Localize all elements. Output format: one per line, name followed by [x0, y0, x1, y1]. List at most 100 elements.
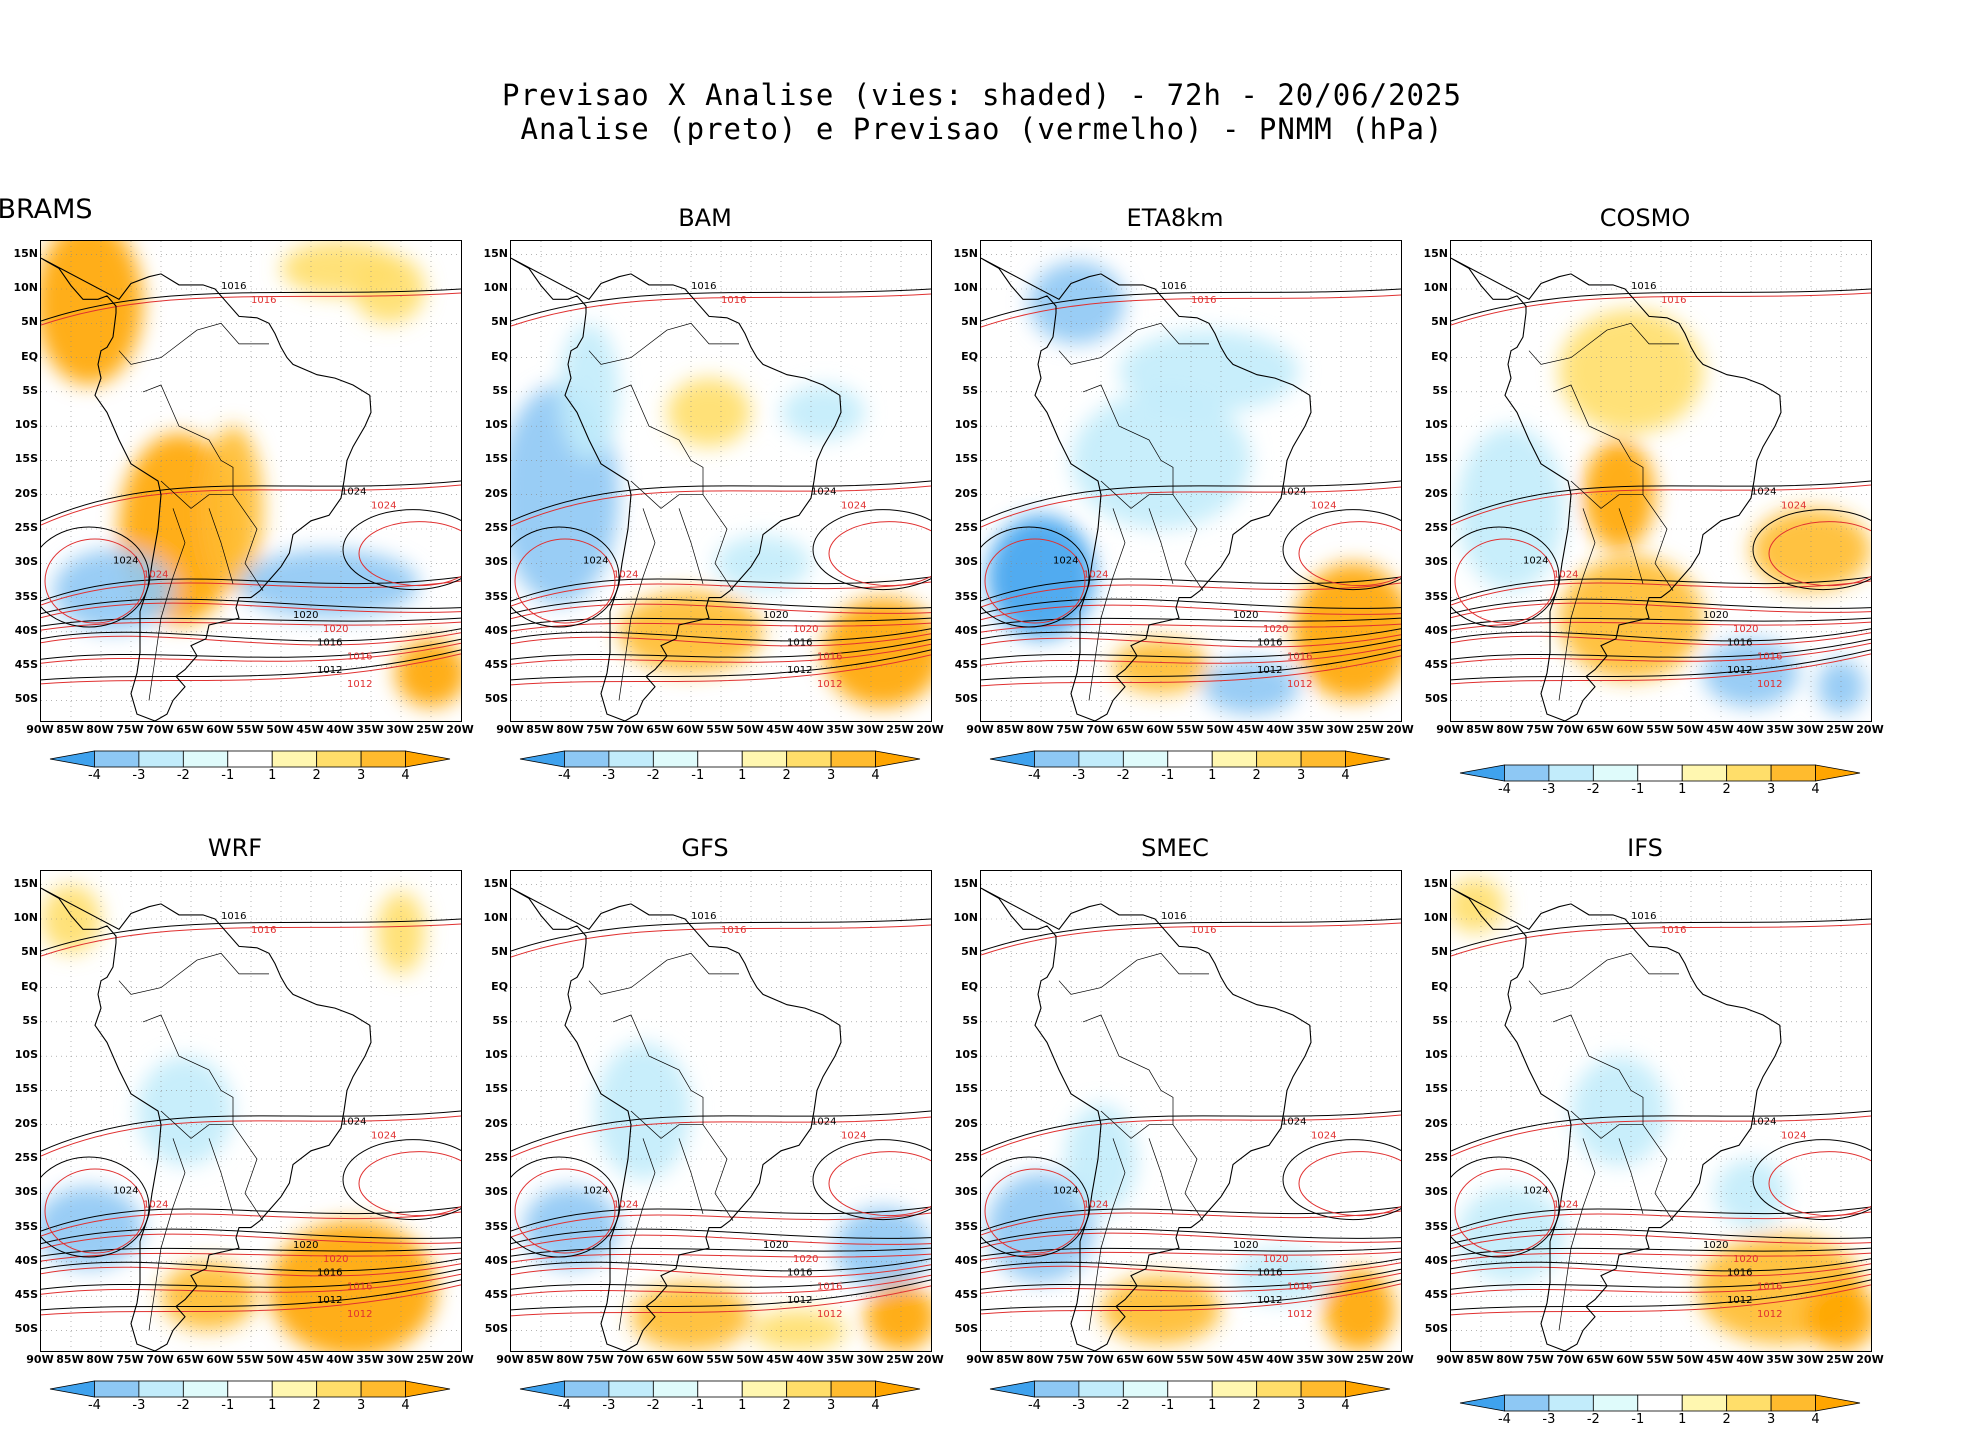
colorbar-swatch — [316, 750, 362, 768]
forecast-isobar — [41, 632, 461, 646]
analysis-isobar — [41, 649, 461, 681]
isobar-label-red: 1016 — [1757, 652, 1782, 663]
longitude-label: 50W — [266, 1353, 294, 1366]
panel-title: SMEC — [1141, 834, 1209, 862]
isobar-label-black: 1016 — [1631, 281, 1656, 292]
bias-shading — [823, 597, 931, 708]
forecast-isobar — [981, 1251, 1401, 1261]
forecast-isobar — [984, 1168, 1086, 1254]
longitude-label: 35W — [826, 1353, 854, 1366]
analysis-isobar — [981, 1268, 1401, 1290]
country-border — [612, 384, 704, 495]
colorbar-label: -3 — [1072, 1398, 1086, 1413]
isobar-label-red: 1016 — [251, 295, 276, 306]
forecast-isobar — [981, 655, 1401, 687]
country-border — [208, 508, 234, 584]
forecast-isobar — [1451, 653, 1871, 685]
forecast-isobar — [44, 538, 146, 624]
colorbar-label: -1 — [1161, 768, 1175, 783]
colorbar-swatch — [652, 1380, 699, 1398]
longitude-label: 65W — [1586, 723, 1614, 736]
colorbar-label: -2 — [646, 768, 660, 783]
forecast-isobar — [1768, 1151, 1871, 1217]
latitude-label: 35S — [484, 589, 508, 603]
forecast-isobar — [41, 292, 461, 326]
map-area: 1012 1012 1016 1016 1020 1020 1024 1024 1024 1024… — [1450, 870, 1872, 1352]
country-border — [1558, 508, 1596, 701]
longitude-label: 20W — [446, 723, 474, 736]
isobar-label-red: 1012 — [1757, 1309, 1782, 1320]
analysis-isobar — [981, 628, 1401, 642]
latitude-label: 15S — [14, 1082, 38, 1096]
colorbar-label: -1 — [1161, 1398, 1175, 1413]
analysis-isobar — [511, 1156, 620, 1258]
isobar-label-black: 1020 — [293, 1240, 318, 1251]
colorbar-swatch — [1815, 1394, 1861, 1412]
longitude-label: 85W — [1466, 723, 1494, 736]
colorbar-label: 1 — [738, 768, 747, 783]
latitude-label: 15S — [954, 1082, 978, 1096]
colorbar-label: -3 — [602, 768, 616, 783]
bias-shading — [1559, 556, 1703, 680]
longitude-label: 40W — [1736, 723, 1764, 736]
forecast-isobar — [828, 521, 931, 587]
analysis-isobar — [981, 480, 1401, 522]
colorbar-label: -3 — [602, 1398, 616, 1413]
colorbar-swatch — [1681, 764, 1728, 782]
forecast-isobar — [984, 538, 1086, 624]
isobar-label-red: 1016 — [1191, 295, 1216, 306]
forecast-isobar — [41, 621, 461, 631]
bias-shading — [1703, 638, 1799, 708]
country-border — [1058, 952, 1209, 995]
country-border — [160, 480, 264, 591]
bias-shading — [1451, 877, 1505, 933]
forecast-isobar — [511, 1285, 931, 1317]
isobar-label-black: 1024 — [113, 555, 138, 566]
analysis-isobar — [342, 509, 461, 591]
longitude-label: 20W — [446, 1353, 474, 1366]
forecast-isobar — [41, 1284, 461, 1316]
isobar-label-black: 1024 — [1053, 1185, 1078, 1196]
latitude-label: 45S — [484, 658, 508, 672]
latitude-label: 15N — [483, 246, 508, 260]
country-border — [148, 508, 186, 701]
latitude-label: 15S — [484, 452, 508, 466]
forecast-isobar — [1451, 1273, 1871, 1295]
colorbar-swatch — [94, 1380, 140, 1398]
country-border — [1082, 384, 1174, 495]
isobar-label-red: 1020 — [1263, 624, 1288, 635]
longitude-label: 80W — [1026, 723, 1054, 736]
longitude-label: 75W — [1056, 1353, 1084, 1366]
latitude-label: 15N — [953, 876, 978, 890]
latitude-label: 10S — [484, 418, 508, 432]
longitude-label: 65W — [1586, 1353, 1614, 1366]
longitude-label: 35W — [1766, 1353, 1794, 1366]
analysis-isobar — [41, 1110, 461, 1152]
latitude-label: 10N — [1423, 281, 1448, 294]
colorbar-swatch — [1122, 750, 1169, 768]
latitude-label: 40S — [954, 1253, 978, 1267]
colorbar-swatch — [1637, 764, 1683, 782]
latitude-label: 50S — [954, 1322, 978, 1336]
bias-map: 1012 1012 1016 1016 1020 1020 1024 1024 1024 1024… — [981, 871, 1401, 1351]
forecast-isobar — [1451, 580, 1871, 606]
forecast-isobar — [981, 922, 1401, 956]
country-border — [142, 1014, 234, 1125]
analysis-isobar — [981, 649, 1401, 681]
longitude-label: 60W — [1616, 723, 1644, 736]
forecast-isobar — [41, 1263, 461, 1277]
isobar-label-black: 1016 — [317, 1268, 342, 1279]
country-border — [1552, 384, 1644, 495]
colorbar-swatch — [608, 750, 654, 768]
forecast-isobar — [981, 1114, 1401, 1156]
latitude-label: EQ — [1431, 979, 1448, 993]
forecast-isobar — [511, 293, 931, 327]
forecast-isobar — [511, 581, 931, 607]
forecast-isobar — [41, 1115, 461, 1157]
forecast-isobar — [511, 603, 931, 620]
colorbar-label: 4 — [871, 1398, 880, 1413]
forecast-isobar — [511, 643, 931, 665]
longitude-label: 30W — [386, 723, 414, 736]
colorbar-swatch — [138, 1380, 184, 1398]
analysis-isobar — [511, 1279, 931, 1311]
